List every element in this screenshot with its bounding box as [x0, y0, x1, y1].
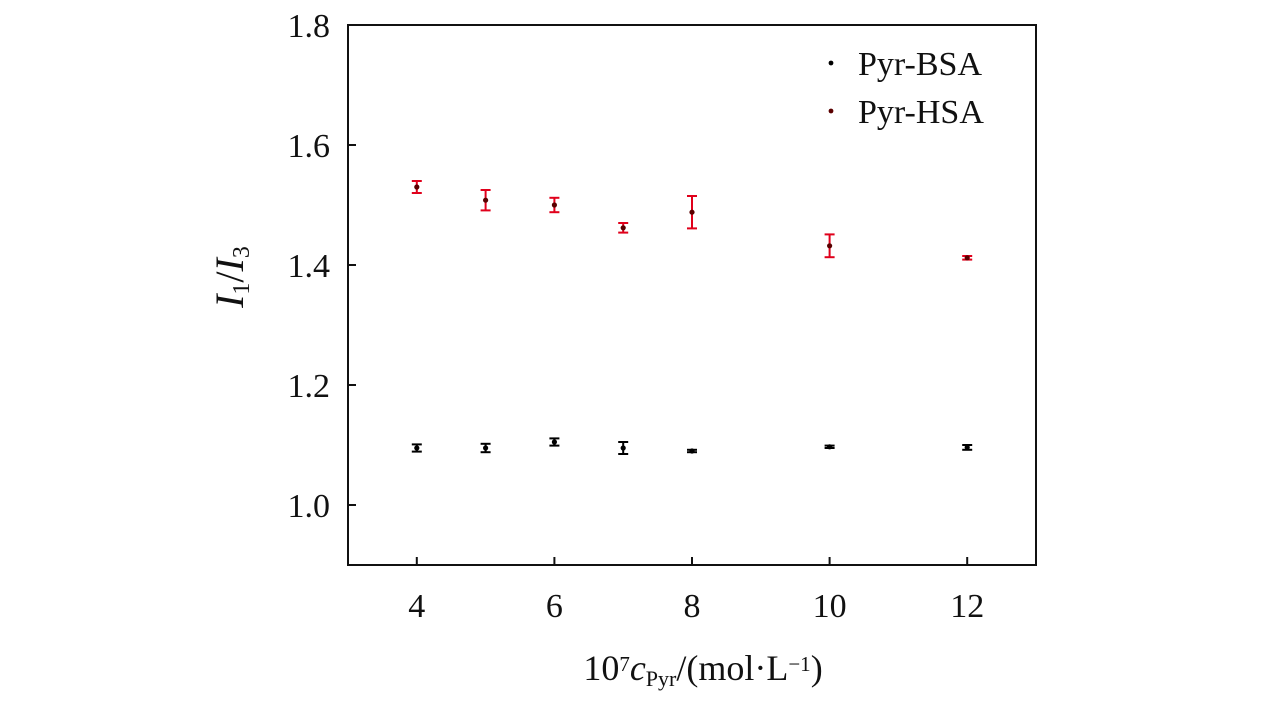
data-point	[964, 255, 970, 261]
data-point	[483, 445, 489, 451]
x-axis-ticks: 4 6 8 10 12	[408, 557, 984, 625]
data-point	[414, 445, 420, 451]
legend-label: Pyr-BSA	[858, 46, 982, 83]
y-tick-label: 1.0	[288, 488, 331, 525]
data-point	[620, 225, 626, 231]
y-tick-label: 1.6	[288, 128, 331, 165]
x-tick-label: 8	[684, 588, 701, 625]
y-axis-ticks: 1.0 1.2 1.4 1.6 1.8	[288, 8, 356, 525]
data-point	[483, 197, 489, 203]
data-point	[827, 444, 833, 450]
legend-label: Pyr-HSA	[858, 94, 984, 131]
data-point	[551, 439, 558, 445]
x-tick-label: 6	[546, 588, 563, 625]
y-axis-title: I1/I3	[207, 246, 255, 309]
legend: Pyr-BSA Pyr-HSA	[828, 46, 984, 131]
data-point	[964, 444, 970, 450]
data-series	[411, 180, 973, 455]
data-point	[689, 448, 695, 454]
y-tick-label: 1.8	[288, 8, 331, 45]
y-tick-label: 1.2	[288, 368, 331, 405]
data-point	[689, 209, 695, 215]
x-tick-label: 12	[950, 588, 984, 625]
x-tick-label: 10	[813, 588, 847, 625]
data-point	[551, 202, 558, 208]
data-point	[827, 243, 833, 249]
data-point	[414, 184, 420, 190]
legend-marker	[828, 60, 834, 66]
legend-marker	[828, 108, 834, 114]
data-point	[620, 445, 626, 451]
series-pyr-hsa	[411, 180, 973, 261]
y-tick-label: 1.4	[288, 248, 331, 285]
x-tick-label: 4	[408, 588, 425, 625]
series-pyr-bsa	[411, 437, 973, 455]
x-axis-title: 107cPyr/(mol·L−1)	[583, 648, 822, 691]
